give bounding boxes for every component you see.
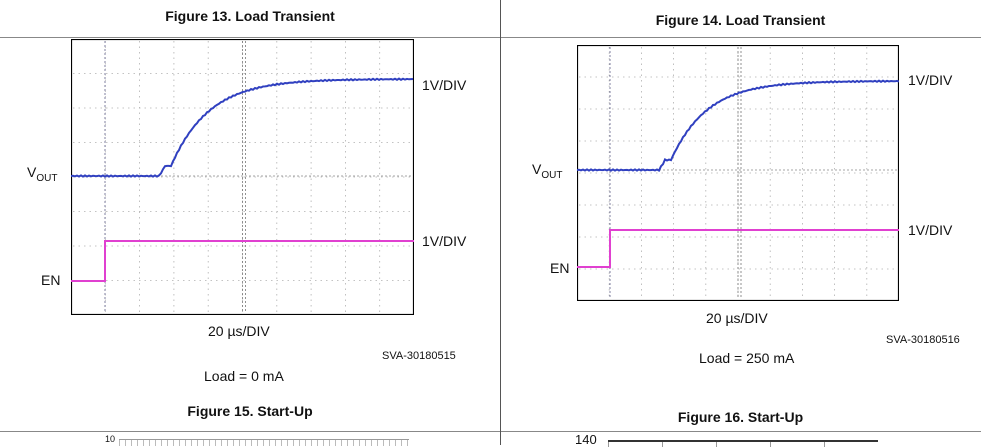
figure-16-title: Figure 16. Start-Up <box>677 409 804 425</box>
figure-14-timebase: 20 µs/DIV <box>706 310 768 326</box>
figure-16-plot-top-edge <box>608 440 878 447</box>
figure-15-axis-top-label: 10 <box>105 434 116 444</box>
figure-14-ch2-scale: 1V/DIV <box>908 222 953 238</box>
vout-trace <box>577 79 899 172</box>
figure-14-oscilloscope-plot <box>577 45 899 301</box>
en-trace <box>71 240 414 282</box>
en-trace <box>577 229 899 268</box>
figure-14-en-label: EN <box>550 260 570 276</box>
figure-13-vout-label: VOUT <box>27 164 58 184</box>
figure-14-ch1-scale: 1V/DIV <box>908 72 953 88</box>
figure-13-load-condition: Load = 0 mA <box>204 368 284 384</box>
figure-13-title: Figure 13. Load Transient <box>165 8 335 24</box>
figure-14-vout-label: VOUT <box>532 161 563 181</box>
column-divider <box>500 0 501 445</box>
figure-13-ch2-scale: 1V/DIV <box>422 233 467 249</box>
figure-13-timebase: 20 µs/DIV <box>208 323 270 339</box>
header-divider <box>0 37 981 38</box>
figure-15-title: Figure 15. Start-Up <box>187 403 313 419</box>
figure-14-code: SVA-30180516 <box>886 334 960 346</box>
figure-13-code: SVA-30180515 <box>382 350 456 362</box>
figure-13-en-label: EN <box>41 272 61 288</box>
figure-13-oscilloscope-plot <box>71 39 414 315</box>
bottom-divider <box>0 431 981 432</box>
figure-14-title: Figure 14. Load Transient <box>655 12 826 28</box>
figure-14-load-condition: Load = 250 mA <box>699 350 795 366</box>
figure-13-ch1-scale: 1V/DIV <box>422 77 467 93</box>
figure-15-plot-top-edge <box>119 439 409 446</box>
vout-trace <box>71 77 414 178</box>
figure-16-axis-top-label: 140 <box>575 432 597 447</box>
